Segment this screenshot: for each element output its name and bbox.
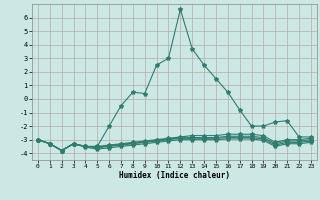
X-axis label: Humidex (Indice chaleur): Humidex (Indice chaleur) [119,171,230,180]
